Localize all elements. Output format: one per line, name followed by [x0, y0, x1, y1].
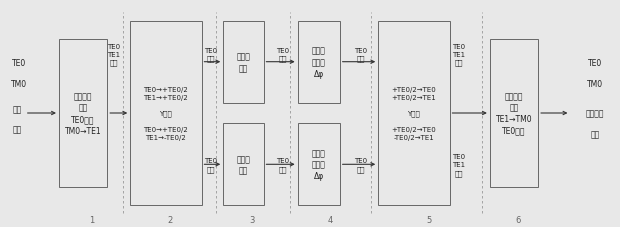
Text: 相位调
制模块
Δφ: 相位调 制模块 Δφ: [312, 149, 326, 180]
Text: 单模: 单模: [356, 165, 365, 172]
Text: TE0: TE0: [588, 59, 602, 68]
Text: TE0: TE0: [107, 44, 121, 49]
Text: 输入: 输入: [13, 104, 22, 114]
Text: TE0: TE0: [354, 47, 368, 54]
Bar: [130, 22, 202, 205]
Bar: [490, 40, 538, 187]
Text: TE0→+TE0/2
TE1→+TE0/2

Y分路

TE0→+TE0/2
TE1→-TE0/2: TE0→+TE0/2 TE1→+TE0/2 Y分路 TE0→+TE0/2 TE1…: [143, 87, 188, 140]
Text: 单模: 单模: [591, 129, 600, 138]
Text: 单模: 单模: [206, 165, 215, 172]
Text: TE1: TE1: [452, 162, 466, 168]
Text: 2: 2: [168, 215, 173, 224]
Text: 单模: 单模: [278, 165, 287, 172]
Text: 多模: 多模: [454, 59, 463, 66]
Text: TM0: TM0: [587, 79, 603, 89]
Bar: [298, 124, 340, 205]
Text: 单模: 单模: [278, 55, 287, 62]
Text: 单模: 单模: [13, 125, 22, 134]
Bar: [223, 124, 264, 205]
Text: 输出耦合: 输出耦合: [586, 109, 604, 118]
Text: TE1: TE1: [107, 52, 121, 57]
Text: 1: 1: [89, 215, 94, 224]
Text: 光功能
模块: 光功能 模块: [236, 154, 250, 175]
Text: 5: 5: [427, 215, 432, 224]
Text: 3: 3: [250, 215, 255, 224]
Bar: [59, 40, 107, 187]
Text: 多模: 多模: [454, 169, 463, 176]
Text: TE0: TE0: [12, 59, 25, 68]
Text: 4: 4: [327, 215, 332, 224]
Text: 偏振转换
模块
TE0保持
TM0→TE1: 偏振转换 模块 TE0保持 TM0→TE1: [64, 92, 102, 135]
Text: TE0: TE0: [354, 158, 368, 164]
Text: 单模: 单模: [206, 55, 215, 62]
Text: 多模: 多模: [110, 59, 118, 66]
Text: 偏振转换
模块
TE1→TM0
TE0保持: 偏振转换 模块 TE1→TM0 TE0保持: [495, 92, 533, 135]
Text: 相位调
制模块
Δφ: 相位调 制模块 Δφ: [312, 47, 326, 78]
Text: TE1: TE1: [452, 52, 466, 57]
Bar: [298, 22, 340, 103]
Text: 6: 6: [515, 215, 520, 224]
Bar: [223, 22, 264, 103]
Text: TE0: TE0: [276, 47, 290, 54]
Bar: [378, 22, 450, 205]
Text: +TE0/2→TE0
+TE0/2→TE1

Y合路

+TE0/2→TE0
-TE0/2→TE1: +TE0/2→TE0 +TE0/2→TE1 Y合路 +TE0/2→TE0 -TE…: [391, 87, 436, 140]
Text: TE0: TE0: [452, 44, 466, 49]
Text: TM0: TM0: [11, 79, 27, 89]
Text: TE0: TE0: [452, 154, 466, 160]
Text: TE0: TE0: [276, 158, 290, 164]
Text: 单模: 单模: [356, 55, 365, 62]
Text: 光功能
模块: 光功能 模块: [236, 52, 250, 73]
Text: TE0: TE0: [204, 158, 218, 164]
Text: TE0: TE0: [204, 47, 218, 54]
